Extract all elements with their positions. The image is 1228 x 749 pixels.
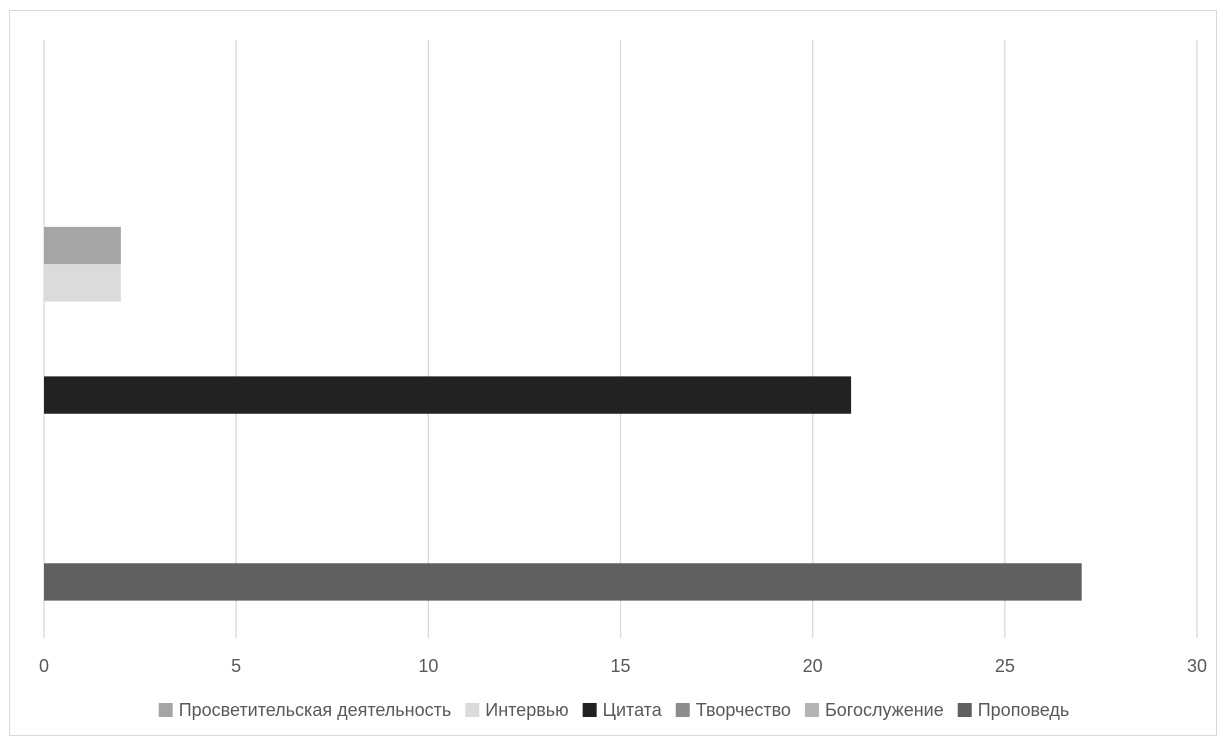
legend-swatch bbox=[158, 703, 173, 717]
bar-Цитата bbox=[44, 376, 852, 414]
legend-item-1: Просветительская деятельность bbox=[158, 700, 452, 720]
legend-item-6: Проповедь bbox=[957, 700, 1070, 720]
legend-item-3: Цитата bbox=[582, 700, 663, 720]
legend-item-5: Богослужение bbox=[804, 700, 944, 720]
x-tick-label-20: 20 bbox=[803, 656, 823, 676]
x-tick-label-25: 25 bbox=[995, 656, 1015, 676]
bars bbox=[44, 226, 1082, 601]
x-tick-label-30: 30 bbox=[1187, 656, 1207, 676]
chart-frame bbox=[9, 10, 1217, 736]
bar-Просветительская деятельность bbox=[44, 226, 121, 265]
legend-swatch bbox=[465, 703, 480, 717]
legend-label: Просветительская деятельность bbox=[179, 700, 452, 720]
legend-swatch bbox=[804, 703, 819, 717]
x-tick-label-5: 5 bbox=[231, 656, 241, 676]
legend-item-4: Творчество bbox=[675, 700, 791, 720]
legend-swatch bbox=[675, 703, 690, 717]
bar-Проповедь bbox=[44, 563, 1082, 601]
legend-label: Цитата bbox=[603, 700, 663, 720]
legend-label: Проповедь bbox=[978, 700, 1070, 720]
x-axis-tick-labels: 0 5 10 15 20 25 30 bbox=[39, 656, 1207, 676]
x-tick-label-15: 15 bbox=[610, 656, 630, 676]
legend-item-2: Интервью bbox=[465, 700, 569, 720]
legend-swatch bbox=[957, 703, 972, 717]
legend: Просветительская деятельность Интервью Цит… bbox=[158, 700, 1070, 720]
legend-label: Творчество bbox=[696, 700, 791, 720]
bar-Интервью bbox=[44, 264, 121, 302]
grid-lines bbox=[43, 40, 1198, 638]
legend-label: Богослужение bbox=[825, 700, 944, 720]
legend-label: Интервью bbox=[485, 700, 568, 720]
legend-swatch bbox=[582, 703, 597, 717]
x-tick-label-10: 10 bbox=[418, 656, 438, 676]
x-tick-label-0: 0 bbox=[39, 656, 49, 676]
